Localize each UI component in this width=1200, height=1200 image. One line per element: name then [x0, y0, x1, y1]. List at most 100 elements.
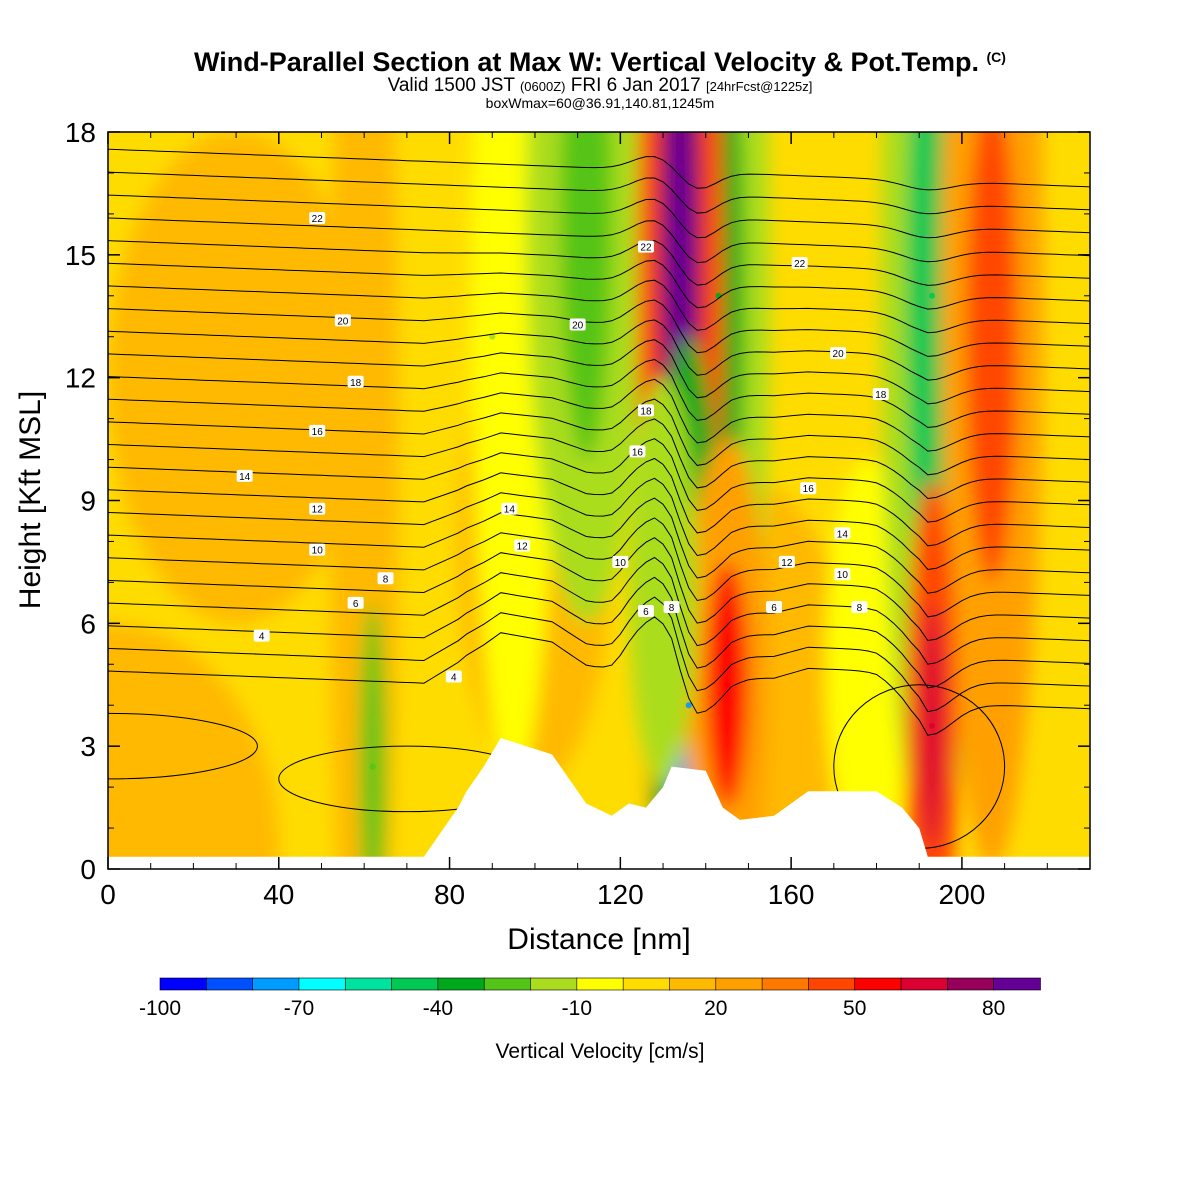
contour-label-bg-6 [347, 375, 364, 388]
theta-contour-1 [108, 596, 1090, 713]
colorbar-label-1: -70 [284, 997, 314, 1020]
velocity-field [108, 132, 1090, 869]
chart-titles: Wind-Parallel Section at Max W: Vertical… [0, 42, 1200, 110]
velocity-feature-4 [929, 292, 936, 299]
contour-label-bg-16 [514, 539, 531, 552]
terrain [108, 738, 1090, 869]
colorbar-swatch-7 [483, 977, 532, 991]
contour-label-25: 6 [643, 607, 649, 618]
colorbar-swatch-3 [298, 977, 347, 991]
colorbar-label-3: -10 [562, 997, 592, 1020]
velocity-feature-3 [929, 722, 936, 729]
contour-label-bg-0 [309, 211, 326, 224]
contour-label-22: 8 [669, 603, 675, 614]
y-tick-label-5: 15 [65, 240, 96, 271]
colorbar-swatch-2 [252, 977, 300, 991]
contour-label-bg-15 [309, 502, 326, 515]
theta-contour-20 [108, 217, 1090, 264]
colorbar-swatch-4 [344, 977, 393, 991]
theta-contour-13 [108, 358, 1090, 428]
contour-label-bg-19 [612, 555, 629, 568]
theta-contour-6 [108, 497, 1090, 594]
velocity-cell-25 [359, 602, 386, 869]
chart-title-main: Wind-Parallel Section at Max W: Vertical… [194, 47, 979, 77]
x-tick-label-5: 200 [939, 879, 986, 910]
contour-label-bg-18 [309, 543, 326, 556]
theta-contour-4 [108, 537, 1090, 642]
contour-label-6: 18 [350, 378, 362, 389]
contour-label-bg-8 [872, 388, 889, 401]
theta-contour-18 [108, 259, 1090, 310]
contour-label-1: 22 [640, 243, 652, 254]
theta-contour-16 [108, 299, 1090, 357]
contour-label-14: 14 [837, 529, 849, 540]
axes: 0 40 80 120 160 200 0 3 6 9 12 15 18 [65, 117, 1090, 910]
valid-prefix: Valid 1500 JST [387, 75, 515, 96]
forecast-info: [24hrFcst@1225z] [705, 79, 813, 94]
colorbar-swatch-9 [576, 977, 624, 991]
contour-label-9: 16 [312, 427, 324, 438]
contour-label-10: 16 [632, 447, 644, 458]
velocity-cell-15 [966, 132, 1018, 583]
theta-contour-17 [108, 279, 1090, 334]
velocity-cell-2 [330, 132, 399, 869]
contour-label-21: 8 [383, 574, 389, 585]
theta-contour-5 [108, 517, 1090, 618]
contour-label-bg-13 [501, 502, 518, 515]
contour-label-bg-1 [637, 240, 654, 253]
contour-label-bg-7 [637, 404, 654, 417]
contour-label-bg-3 [334, 314, 351, 327]
colorbar-swatch-6 [437, 977, 486, 991]
colorbar-label-0: -100 [139, 997, 181, 1020]
colorbar-swatch-17 [947, 977, 995, 991]
contour-label-bg-28 [445, 670, 462, 683]
contour-label-12: 14 [239, 472, 251, 483]
contour-label-18: 10 [312, 546, 324, 557]
theta-contour-10 [108, 418, 1090, 500]
contour-label-19: 10 [615, 558, 627, 569]
y-tick-label-3: 9 [80, 486, 96, 517]
colorbar-title: Vertical Velocity [cm/s] [496, 1040, 705, 1063]
theta-contour-23 [108, 148, 1090, 191]
theta-contour-2 [108, 576, 1090, 689]
theta-contour-11 [108, 398, 1090, 476]
y-axis-label: Height [Kft MSL] [14, 391, 47, 609]
contour-label-bg-17 [778, 555, 795, 568]
y-tick-label-4: 12 [65, 363, 96, 394]
x-axis-label: Distance [nm] [507, 923, 690, 956]
velocity-feature-9 [369, 763, 376, 770]
contour-label-15: 12 [312, 505, 324, 516]
contour-label-8: 18 [875, 390, 887, 401]
contour-label-17: 12 [781, 558, 793, 569]
contour-label-bg-20 [834, 568, 851, 581]
contour-label-5: 20 [833, 349, 845, 360]
contour-label-bg-25 [637, 605, 654, 618]
colorbar-swatch-13 [761, 977, 810, 991]
theta-contour-0 [108, 616, 1090, 736]
contour-label-bg-24 [347, 596, 364, 609]
chart-title: Wind-Parallel Section at Max W: Vertical… [0, 42, 1200, 77]
contour-label-bg-27 [253, 629, 270, 642]
contour-label-4: 20 [572, 320, 584, 331]
valid-date: FRI 6 Jan 2017 [570, 75, 701, 96]
contour-label-bg-21 [377, 572, 394, 585]
contour-label-bg-14 [834, 527, 851, 540]
theta-contour-21 [108, 194, 1090, 239]
terrain-shape [108, 738, 1090, 869]
velocity-cell-9 [560, 132, 612, 460]
velocity-cell-0 [108, 623, 279, 869]
x-tick-label-4: 160 [768, 879, 815, 910]
colorbar: -100 -70 -40 -10 20 50 80 [139, 977, 1041, 1020]
y-tick-label-6: 18 [65, 117, 96, 148]
theta-contours [108, 148, 1090, 850]
velocity-feature-8 [489, 333, 496, 340]
theta-contour-7 [108, 477, 1090, 571]
contour-label-bg-10 [629, 445, 646, 458]
valid-time-line: Valid 1500 JST (0600Z) FRI 6 Jan 2017 [2… [0, 75, 1200, 96]
velocity-cell-1 [108, 132, 365, 624]
contour-label-bg-26 [766, 600, 783, 613]
y-tick-label-0: 0 [80, 854, 96, 885]
velocity-feature-6 [583, 210, 590, 217]
theta-contour-12 [108, 378, 1090, 452]
